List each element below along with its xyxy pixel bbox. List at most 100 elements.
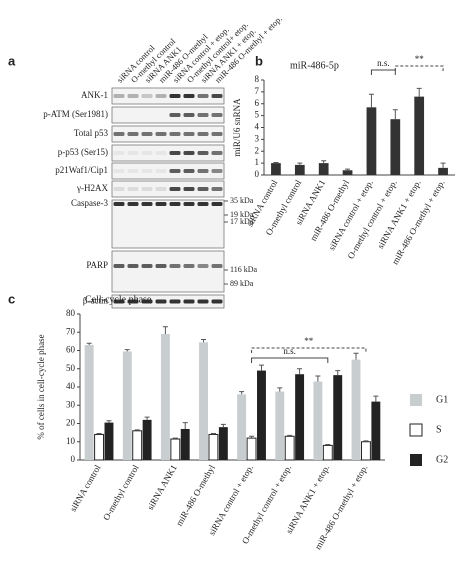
blot-band [127,132,139,136]
blot-band [113,151,125,155]
bar [318,163,329,175]
error-bar [273,162,279,164]
legend-swatch [410,394,422,406]
y-tick-label: 1 [255,157,260,167]
y-axis-label: % of cells in cell-cycle phase [36,334,46,439]
bar [313,381,323,460]
blot-band [141,264,153,268]
y-tick-label: 7 [255,86,260,96]
bar [246,437,257,461]
blot-band [169,202,181,206]
row-label: Total p53 [74,128,109,138]
chart-title: miR-486-5p [290,60,339,71]
annotation: ** [415,54,425,64]
blot-band [113,94,125,98]
error-bar [144,416,150,420]
blot-band [211,299,223,304]
blot-band [155,299,167,304]
error-bar [239,391,245,395]
blot-band [183,113,195,117]
blot-band [211,202,223,206]
error-bar [315,375,321,382]
legend-swatch [410,454,422,466]
blot-band [183,151,195,155]
y-tick-label: 70 [66,326,76,336]
x-tick-label: siRNA ANK1 [145,463,179,512]
blot-band [113,202,125,206]
bar [366,107,377,175]
blot-band [197,202,209,206]
y-tick-label: 2 [255,145,260,155]
error-bar [162,326,168,335]
legend-label: S [436,424,442,435]
blot-band [141,299,153,304]
marker-label: 116 kDa [230,265,257,274]
blot-band [155,151,167,155]
error-bar [325,443,331,446]
blot-band [155,202,167,206]
blot-frame [111,180,225,198]
bar [208,433,219,461]
blot-band [127,94,139,98]
blot-band [113,187,125,191]
row-label: γ-H2AX [76,183,108,193]
panel-label: c [8,291,15,306]
marker-label: 17 kDa [230,217,254,226]
blot-band [197,113,209,117]
y-tick-label: 6 [255,98,260,108]
blot-band [169,187,181,191]
error-bar [392,109,398,120]
blot-band [211,151,223,155]
blot-band [155,264,167,268]
bar [122,351,132,460]
bar [160,334,170,460]
error-bar [124,349,130,352]
blot-frame [111,87,225,105]
error-bar [106,420,112,423]
error-bar [345,168,351,171]
error-bar [86,342,92,346]
bar [275,391,285,460]
blot-band [141,169,153,173]
error-bar [277,387,283,392]
annotation: ** [304,336,314,346]
y-tick-label: 80 [66,308,76,318]
blot-frame [111,125,225,143]
blot-band [127,151,139,155]
bar [218,427,228,460]
bar [351,359,361,460]
blot-band [211,94,223,98]
row-label: p21Waf1/Cip1 [55,165,108,175]
x-tick-label: siRNA control [68,463,103,514]
error-bar [134,429,140,431]
error-bar [258,364,264,371]
bar [342,170,353,175]
marker-label: 89 kDa [230,279,254,288]
marker-label: 19 kDa [230,210,254,219]
error-bar [363,440,369,442]
chart-title: Cell-cycle phase [85,294,152,305]
blot-band [169,151,181,155]
bar [284,435,295,461]
blot-band [141,187,153,191]
y-tick-label: 4 [255,122,260,132]
y-tick-label: 40 [66,381,76,391]
x-tick-label: siRNA ANK1 + etop. [284,463,331,535]
significance-bracket [251,347,367,353]
x-tick-label: O-methyl control [101,463,141,522]
blot-frame [111,250,225,293]
blot-band [197,94,209,98]
error-bar [96,433,102,435]
blot-band [113,299,125,304]
blot-band [169,132,181,136]
error-bar [210,433,216,435]
blot-frame [111,106,225,124]
bar [271,163,281,175]
legend-label: G1 [436,394,448,405]
blot-band [183,169,195,173]
blot-band [183,94,195,98]
blot-band [127,169,139,173]
bar [294,164,305,175]
y-axis-label: miR/U6 snRNA [232,98,242,157]
row-label: PARP [86,260,108,270]
